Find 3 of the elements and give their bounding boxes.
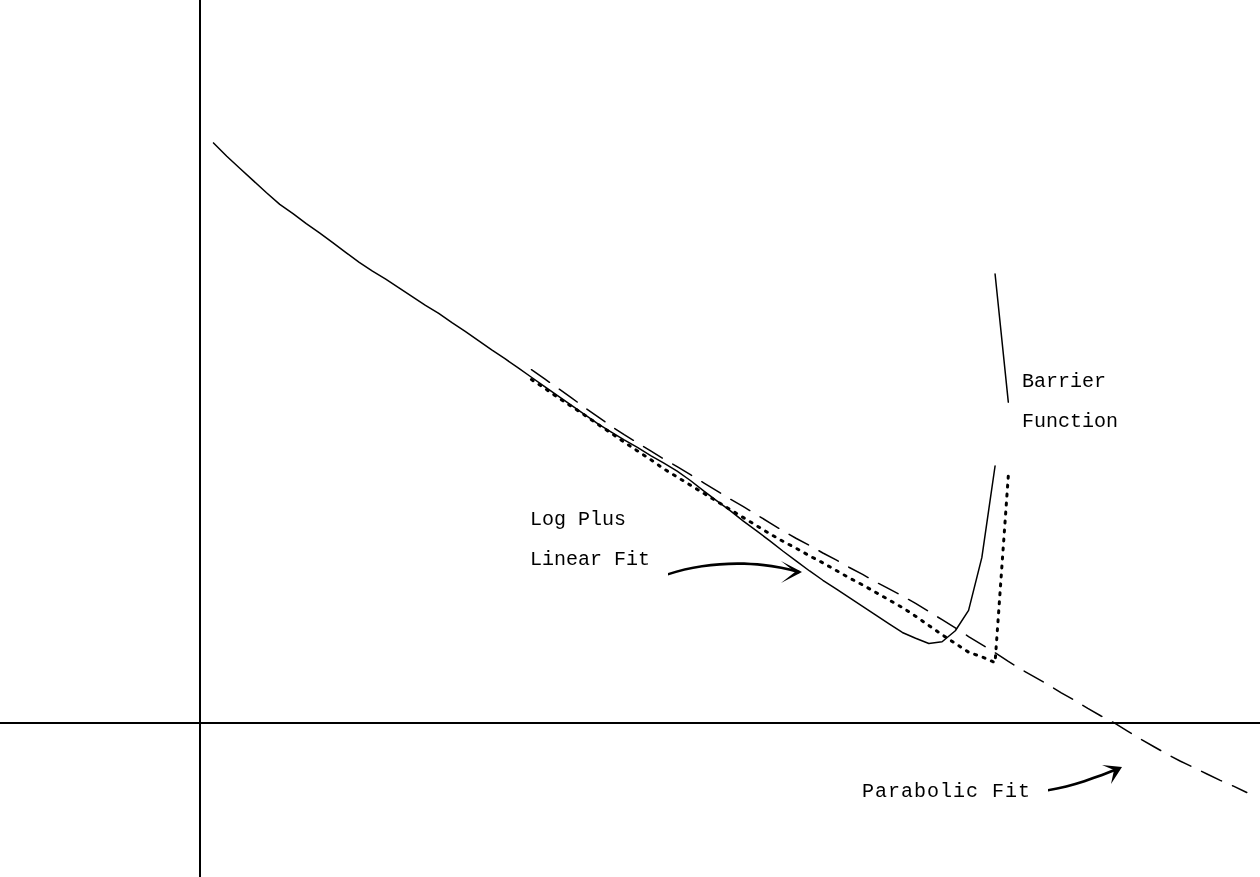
text: Log Plus Linear Fit xyxy=(530,507,652,573)
text: Barrier Function xyxy=(1022,369,1119,435)
legend-label: Parabolic Fit xyxy=(862,779,1032,805)
